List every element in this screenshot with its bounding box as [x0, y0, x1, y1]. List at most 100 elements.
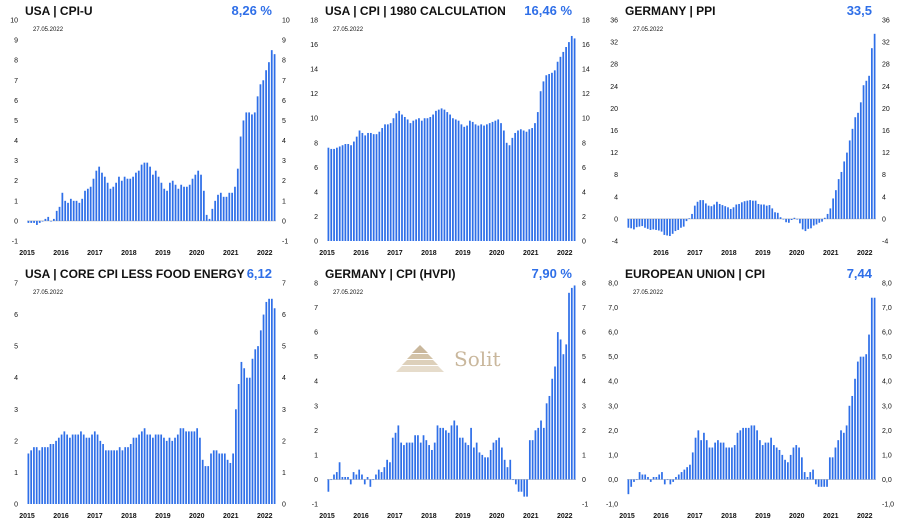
bar	[531, 440, 534, 480]
bar	[821, 218, 823, 222]
y-tick-left: 2,0	[608, 428, 618, 435]
bar	[562, 354, 565, 480]
bar	[92, 178, 95, 221]
bar	[663, 218, 666, 235]
bar	[848, 405, 851, 480]
y-tick-left: 1	[14, 470, 18, 477]
bar	[494, 120, 497, 241]
bar	[704, 203, 707, 219]
bar	[423, 118, 426, 241]
bar	[169, 182, 171, 221]
bar	[573, 285, 576, 480]
bar	[440, 108, 443, 242]
bar	[671, 218, 674, 234]
bar	[870, 297, 873, 480]
bar	[484, 457, 486, 480]
y-tick-left: 5	[14, 118, 18, 125]
bar	[270, 50, 273, 221]
bar	[801, 218, 804, 230]
y-tick-right: 1	[282, 198, 286, 205]
bar	[245, 112, 248, 221]
y-tick-right: 4,0	[882, 379, 892, 386]
x-tick: 2015	[619, 513, 635, 520]
bar	[705, 440, 708, 480]
y-tick-left: 0	[314, 477, 318, 484]
bar	[542, 427, 545, 480]
bar	[573, 38, 576, 241]
bar	[834, 447, 837, 480]
bar	[732, 207, 735, 219]
bar	[683, 469, 686, 480]
y-tick-left: 8	[314, 140, 318, 147]
bar	[638, 218, 641, 227]
bar	[53, 218, 55, 221]
bar	[386, 124, 389, 241]
bar	[194, 174, 197, 221]
x-tick: 2022	[857, 250, 873, 257]
bar	[733, 445, 736, 480]
bar	[551, 378, 554, 480]
chart-title: EUROPEAN UNION | CPI	[625, 267, 765, 281]
y-tick-right: 4	[282, 138, 286, 145]
y-tick-right: 18	[582, 18, 590, 25]
bar	[491, 121, 494, 241]
bar	[688, 218, 691, 219]
bar	[633, 218, 635, 230]
bar	[707, 205, 710, 219]
bar	[514, 479, 517, 485]
bar	[372, 479, 375, 481]
bar	[226, 459, 229, 504]
y-tick-left: 7	[14, 281, 18, 288]
bar	[635, 218, 638, 228]
bar	[754, 200, 757, 219]
y-tick-left: 14	[310, 67, 318, 74]
bar	[517, 479, 520, 492]
bar	[406, 119, 409, 241]
y-tick-left: 0	[314, 239, 318, 246]
y-tick-right: 3	[282, 407, 286, 414]
bar	[506, 467, 509, 480]
bar	[46, 447, 49, 504]
bar	[129, 444, 132, 504]
bar	[383, 467, 386, 480]
y-tick-left: 12	[610, 150, 618, 157]
bar	[333, 148, 335, 241]
bar	[568, 292, 570, 480]
bar	[435, 110, 437, 241]
bar	[398, 110, 401, 241]
bar	[185, 186, 188, 221]
bar	[845, 425, 848, 480]
x-tick: 2021	[523, 250, 539, 257]
bar	[553, 70, 556, 241]
y-tick-left: 8	[614, 172, 618, 179]
bar	[202, 190, 205, 221]
bar	[649, 479, 652, 482]
y-tick-left: 5	[14, 344, 18, 351]
x-tick: 2019	[155, 250, 171, 257]
bar	[627, 479, 630, 495]
bar	[851, 128, 854, 219]
bar	[697, 430, 700, 480]
bar	[338, 146, 341, 241]
bar	[174, 437, 176, 504]
bar	[166, 190, 168, 221]
y-tick-left: 7,0	[608, 305, 618, 312]
bar	[514, 132, 517, 241]
bar	[641, 474, 644, 480]
bar	[200, 174, 202, 221]
bar	[694, 437, 697, 480]
bar	[859, 102, 862, 219]
bar	[152, 174, 154, 221]
y-tick-left: 32	[610, 40, 618, 47]
x-tick: 2017	[687, 250, 703, 257]
bar	[450, 425, 453, 480]
bar	[539, 91, 542, 242]
bar	[727, 207, 729, 219]
y-tick-right: 14	[582, 67, 590, 74]
bar	[666, 479, 669, 481]
bar	[473, 447, 475, 480]
bar	[36, 220, 38, 225]
bar	[93, 431, 96, 504]
bar	[273, 54, 276, 221]
bar	[207, 466, 210, 504]
